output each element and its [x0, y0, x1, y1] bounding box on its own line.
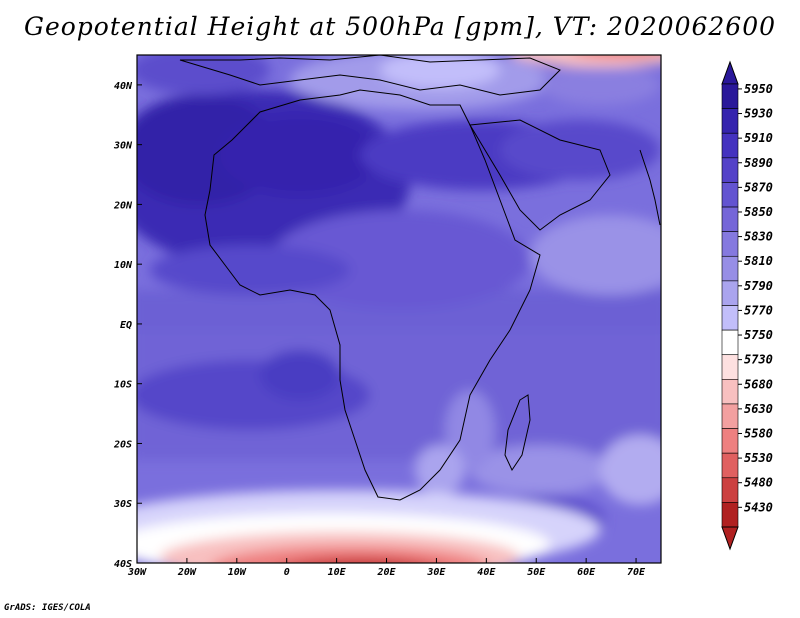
colorbar-label: 5870 [744, 180, 773, 194]
colorbar-segment [721, 477, 739, 503]
colorbar-label: 5730 [744, 353, 773, 367]
lat-tick-label: 20S [113, 439, 132, 450]
lon-tick-label: 20E [376, 567, 396, 578]
lon-tick-label: 40E [477, 567, 496, 578]
colorbar-label: 5830 [744, 230, 773, 244]
colorbar-min-arrow [721, 526, 739, 551]
lat-tick-label: 10N [114, 260, 133, 271]
europe-coastline [179, 55, 561, 96]
height-field [137, 55, 661, 563]
colorbar: 5950 5930 5910 5890 5870 5850 5830 5810 5790 5770… [721, 60, 773, 551]
colorbar-segment [721, 255, 739, 282]
lat-tick-label: 40S [114, 559, 132, 570]
colorbar-label: 5480 [744, 476, 773, 490]
colorbar-segment [721, 182, 739, 208]
colorbar-segment [721, 231, 739, 257]
map-title: Geopotential Height at 500hPa [gpm], VT:… [23, 12, 777, 41]
madagascar-coastline [504, 394, 531, 472]
colorbar-segment [721, 108, 739, 134]
lon-tick-label: 60E [577, 567, 596, 578]
colorbar-max-arrow [721, 60, 739, 85]
lon-tick-label: 20W [177, 567, 197, 578]
colorbar-label: 5750 [744, 328, 773, 342]
lon-tick-label: 50E [527, 567, 546, 578]
lat-tick-label: 30N [113, 141, 133, 152]
lat-tick-label: 30S [113, 499, 132, 510]
colorbar-segment [721, 354, 739, 380]
plot-frame [136, 54, 662, 564]
colorbar-segment [721, 206, 739, 232]
colorbar-label: 5790 [744, 279, 773, 293]
axis-ticks: 30W 20W 10W 0 10E 20E 30E 40E 50E 60E 70E 40N 30N 20N… [113, 81, 646, 578]
colorbar-segment [721, 379, 739, 405]
colorbar-label: 5810 [744, 254, 773, 268]
colorbar-segment [721, 157, 739, 183]
colorbar-segment [721, 428, 739, 454]
colorbar-label: 5530 [744, 451, 773, 465]
lon-tick-label: 30W [127, 567, 147, 578]
coastlines [179, 55, 661, 501]
india-coastline [639, 149, 661, 226]
colorbar-segment [721, 83, 739, 109]
lat-tick-label: 20N [113, 200, 133, 211]
lon-tick-label: 70E [627, 567, 646, 578]
colorbar-label: 5950 [744, 82, 773, 96]
colorbar-segment [721, 502, 739, 528]
colorbar-label: 5890 [744, 156, 773, 170]
arabia-coastline [469, 119, 611, 231]
lat-tick-label: EQ [120, 320, 132, 331]
colorbar-segment [721, 452, 739, 479]
colorbar-label: 5770 [744, 303, 773, 317]
lat-tick-label: 10S [114, 380, 132, 391]
lon-tick-label: 0 [284, 567, 290, 578]
colorbar-label: 5630 [744, 402, 773, 416]
africa-coastline [204, 89, 541, 501]
colorbar-label: 5680 [744, 377, 773, 391]
lon-tick-label: 30E [426, 567, 446, 578]
colorbar-label: 5910 [744, 131, 773, 145]
colorbar-label: 5580 [744, 426, 773, 440]
lon-tick-label: 10E [328, 567, 347, 578]
colorbar-segment [721, 132, 739, 159]
colorbar-label: 5850 [744, 205, 773, 219]
colorbar-segment [721, 403, 739, 429]
colorbar-label: 5930 [744, 107, 773, 121]
footer-credit: GrADS: IGES/COLA [4, 603, 91, 613]
colorbar-label: 5430 [744, 500, 773, 514]
colorbar-segment [721, 329, 739, 356]
lat-tick-label: 40N [114, 81, 133, 92]
colorbar-segment [721, 280, 739, 306]
colorbar-segment [721, 305, 739, 331]
lon-tick-label: 10W [228, 567, 247, 578]
